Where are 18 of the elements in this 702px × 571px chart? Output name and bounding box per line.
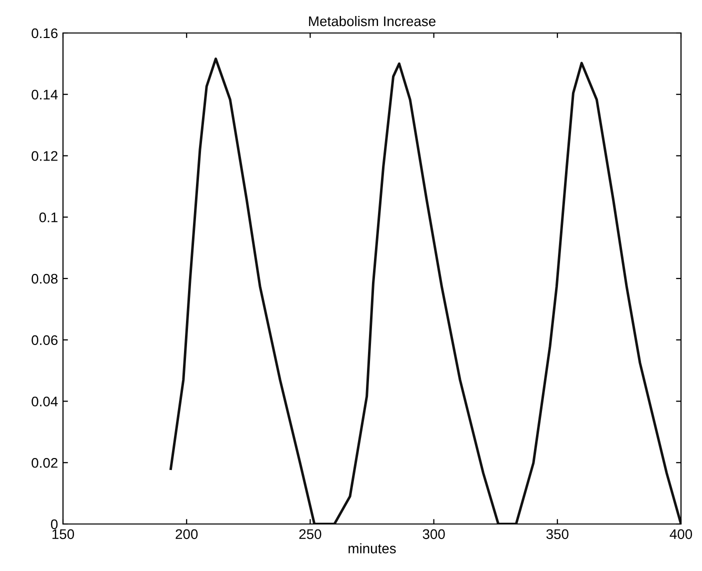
line-series xyxy=(170,58,681,524)
chart-title: Metabolism Increase xyxy=(309,16,436,26)
x-tick-label: 150 xyxy=(52,529,74,540)
y-tick-label: 0.1 xyxy=(39,212,58,222)
y-tick-label: 0.06 xyxy=(32,335,58,346)
y-tick-label: 0.12 xyxy=(32,151,58,161)
x-tick-label: 400 xyxy=(670,529,692,540)
y-tick-label: 0 xyxy=(50,519,58,530)
y-tick-label: 0.14 xyxy=(32,90,58,100)
y-tick-label: 0.02 xyxy=(32,458,58,468)
y-tick-label: 0.04 xyxy=(32,396,58,406)
y-tick-label: 0.16 xyxy=(32,28,58,38)
x-tick-label: 350 xyxy=(546,529,568,540)
x-tick-label: 250 xyxy=(299,529,322,540)
y-tick-label: 0.08 xyxy=(32,274,58,284)
x-tick-label: 300 xyxy=(422,529,445,540)
x-axis-title: minutes xyxy=(348,543,396,554)
x-tick-label: 200 xyxy=(176,529,198,540)
